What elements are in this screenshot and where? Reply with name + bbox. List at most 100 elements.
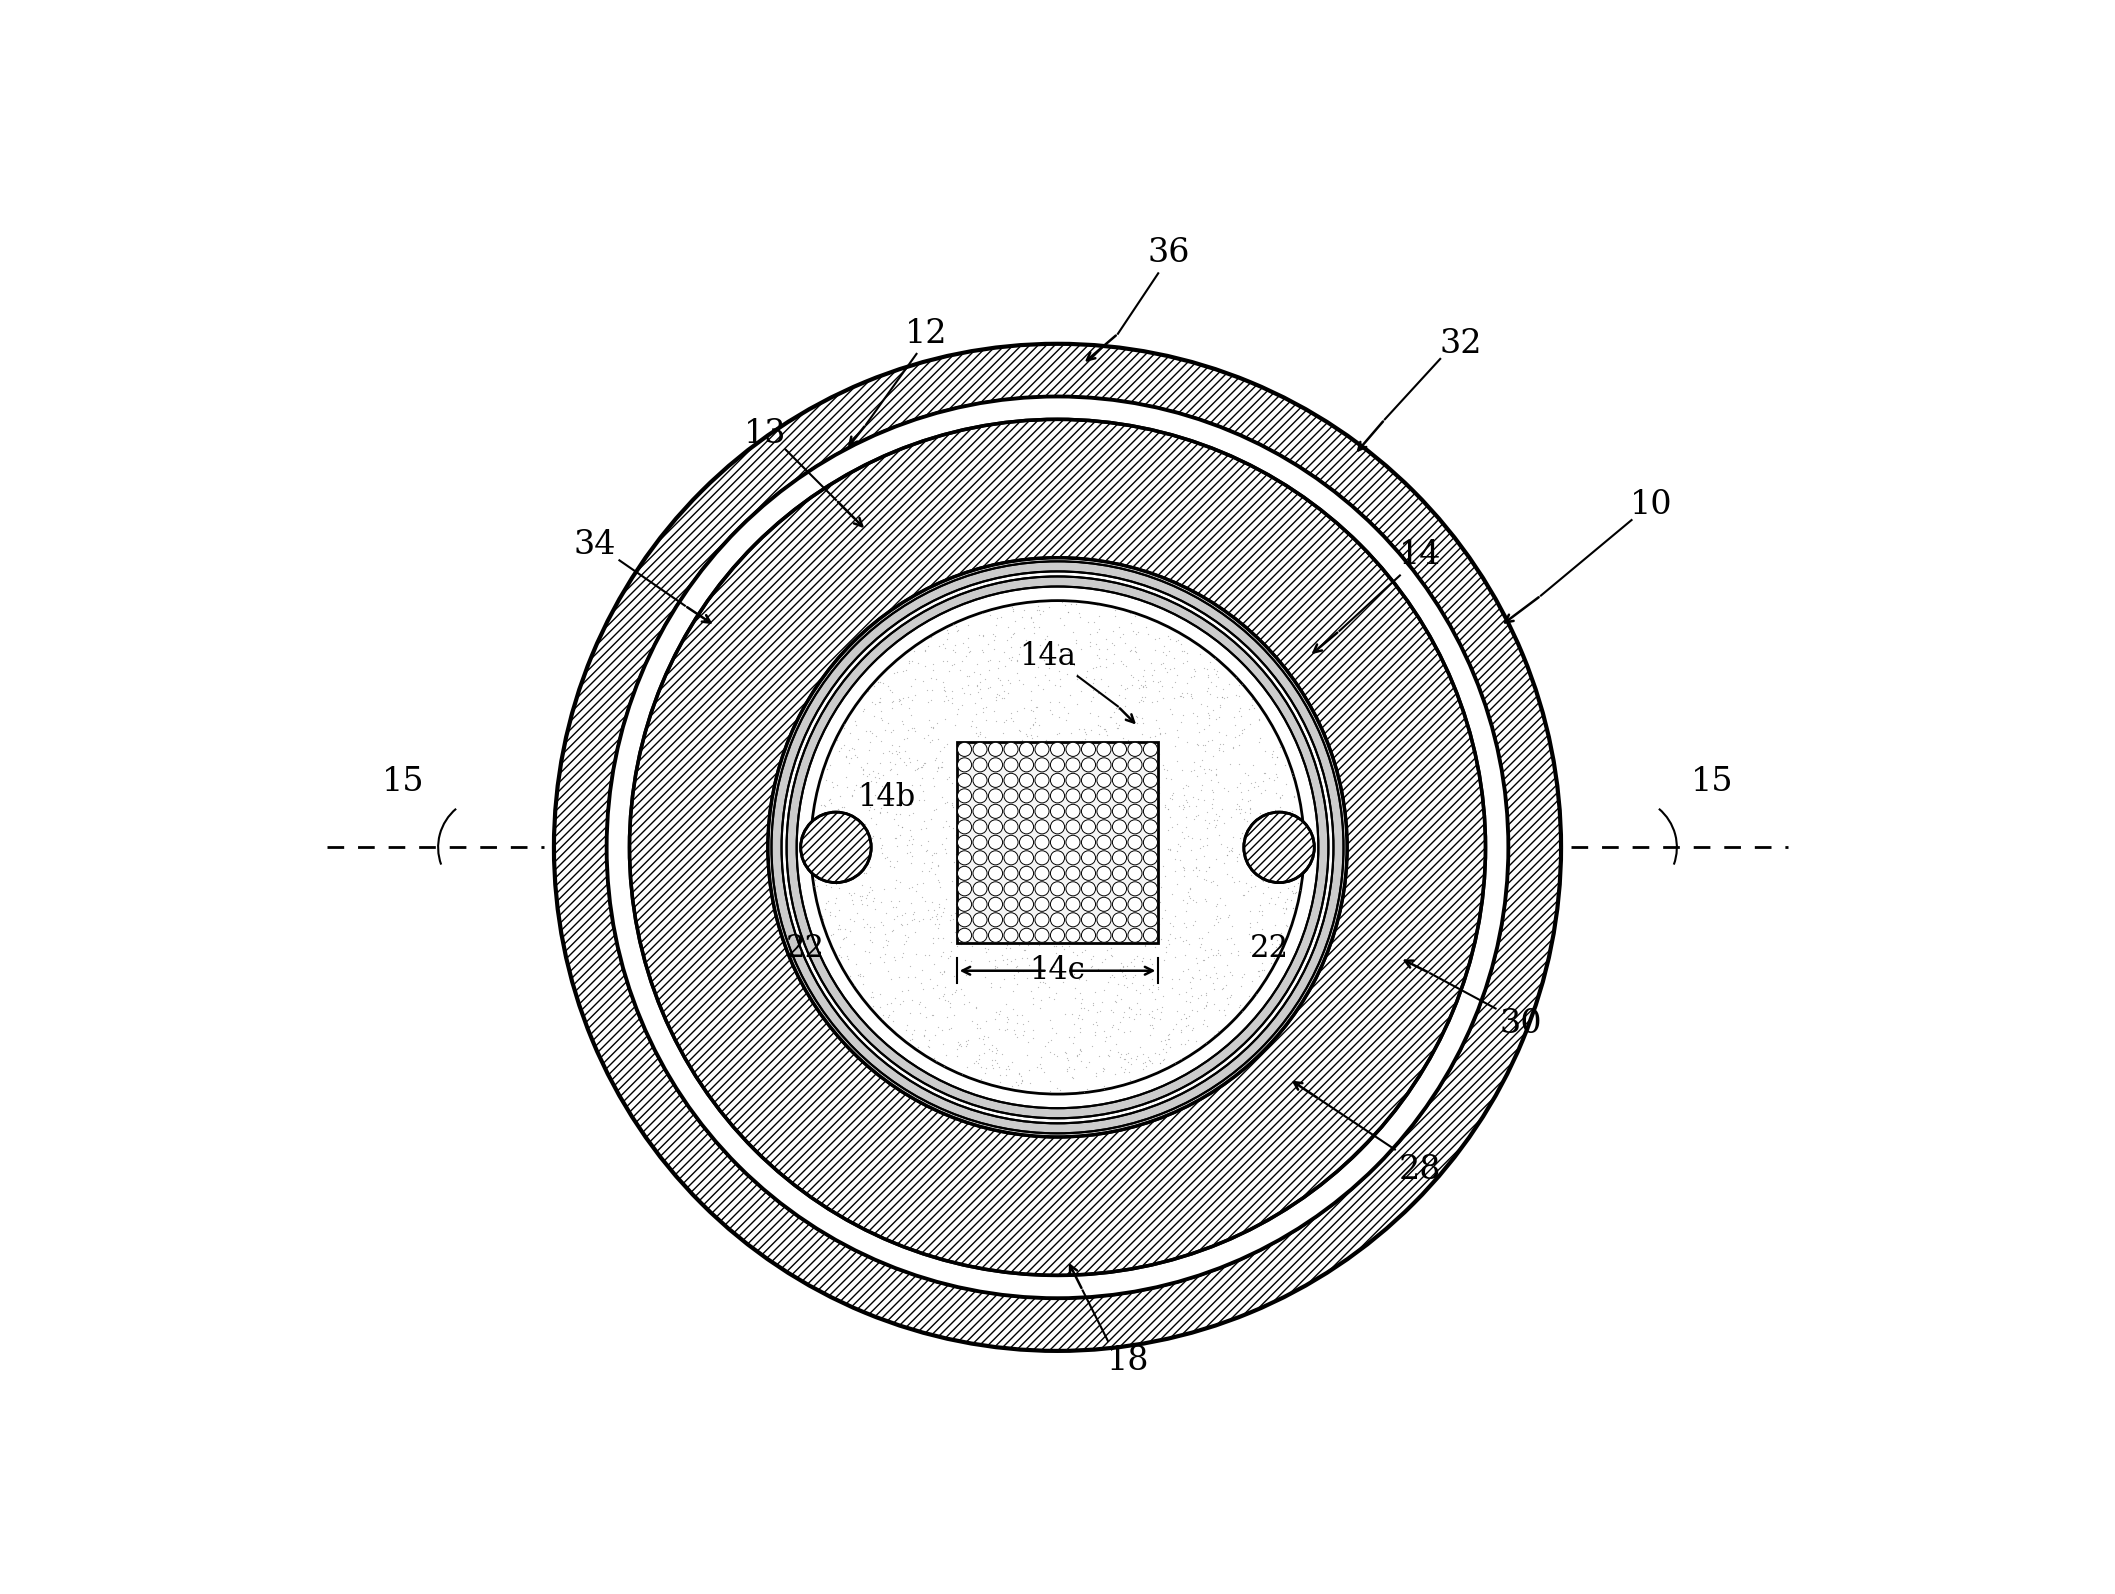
Point bbox=[1017, 705, 1051, 730]
Circle shape bbox=[1066, 866, 1081, 880]
Point bbox=[1043, 1078, 1077, 1103]
Point bbox=[884, 746, 918, 771]
Point bbox=[863, 982, 897, 1007]
Point bbox=[1195, 778, 1229, 803]
Point bbox=[799, 880, 833, 905]
Point bbox=[1165, 795, 1199, 821]
Point bbox=[1112, 1066, 1146, 1092]
Circle shape bbox=[1081, 866, 1096, 880]
Point bbox=[1064, 604, 1098, 630]
Point bbox=[1125, 689, 1159, 714]
Point bbox=[831, 738, 865, 764]
Point bbox=[1115, 829, 1148, 854]
Point bbox=[1203, 692, 1237, 717]
Point bbox=[1132, 917, 1165, 942]
Point bbox=[924, 944, 958, 969]
Point bbox=[1119, 864, 1153, 889]
Point bbox=[835, 746, 869, 771]
Point bbox=[1277, 784, 1311, 810]
Point bbox=[1263, 784, 1296, 810]
Point bbox=[1239, 980, 1273, 1006]
Point bbox=[848, 861, 882, 886]
Point bbox=[1197, 976, 1231, 1001]
Point bbox=[871, 991, 905, 1017]
Point bbox=[1079, 783, 1112, 808]
Point bbox=[905, 752, 939, 778]
Point bbox=[897, 638, 931, 663]
Point bbox=[1098, 988, 1132, 1014]
Point bbox=[1178, 658, 1212, 684]
Point bbox=[1222, 751, 1256, 776]
Point bbox=[954, 872, 988, 897]
Point bbox=[844, 883, 878, 909]
Point bbox=[873, 853, 907, 878]
Point bbox=[854, 826, 888, 851]
Point bbox=[899, 757, 933, 783]
Point bbox=[844, 963, 878, 988]
Point bbox=[1167, 775, 1201, 800]
Point bbox=[886, 711, 920, 736]
Point bbox=[903, 773, 937, 799]
Point bbox=[979, 708, 1013, 733]
Point bbox=[901, 756, 935, 781]
Point bbox=[1163, 631, 1197, 657]
Point bbox=[1049, 781, 1083, 807]
Point bbox=[1180, 703, 1214, 728]
Point bbox=[1136, 972, 1170, 998]
Point bbox=[916, 1003, 950, 1028]
Circle shape bbox=[1019, 851, 1034, 866]
Point bbox=[1077, 888, 1110, 913]
Point bbox=[893, 695, 926, 720]
Point bbox=[928, 960, 962, 985]
Point bbox=[878, 907, 912, 932]
Point bbox=[1208, 810, 1242, 835]
Point bbox=[1161, 832, 1195, 858]
Point bbox=[1172, 1003, 1206, 1028]
Point bbox=[1163, 848, 1197, 874]
Point bbox=[1269, 826, 1303, 851]
Point bbox=[920, 902, 954, 928]
Point bbox=[1222, 840, 1256, 866]
Point bbox=[852, 738, 886, 764]
Point bbox=[1043, 779, 1077, 805]
Point bbox=[888, 752, 922, 778]
Point bbox=[1165, 701, 1199, 727]
Point bbox=[1028, 813, 1062, 838]
Point bbox=[967, 1031, 1000, 1057]
Point bbox=[1182, 858, 1216, 883]
Point bbox=[1199, 904, 1233, 929]
Point bbox=[1034, 1039, 1068, 1065]
Point bbox=[890, 717, 924, 743]
Point bbox=[981, 885, 1015, 910]
Point bbox=[1170, 773, 1203, 799]
Point bbox=[1064, 904, 1098, 929]
Point bbox=[1208, 963, 1242, 988]
Point bbox=[1104, 1041, 1138, 1066]
Text: 14: 14 bbox=[1398, 539, 1440, 571]
Point bbox=[1265, 818, 1299, 843]
Point bbox=[850, 912, 884, 937]
Point bbox=[1085, 885, 1119, 910]
Point bbox=[1009, 795, 1043, 821]
Point bbox=[1036, 799, 1070, 824]
Circle shape bbox=[1098, 897, 1110, 912]
Point bbox=[873, 757, 907, 783]
Point bbox=[854, 877, 888, 902]
Point bbox=[1115, 996, 1148, 1022]
Point bbox=[1019, 843, 1053, 869]
Point bbox=[1091, 752, 1125, 778]
Point bbox=[1138, 764, 1172, 789]
Point bbox=[1170, 815, 1203, 840]
Point bbox=[1013, 827, 1047, 853]
Point bbox=[1034, 650, 1068, 676]
Point bbox=[1117, 665, 1151, 690]
Point bbox=[1051, 773, 1085, 799]
Point bbox=[1172, 773, 1206, 799]
Point bbox=[1079, 1009, 1112, 1035]
Circle shape bbox=[1127, 835, 1142, 850]
Point bbox=[962, 762, 996, 787]
Point bbox=[901, 1035, 935, 1060]
Point bbox=[958, 720, 992, 746]
Point bbox=[857, 824, 890, 850]
Point bbox=[945, 692, 979, 717]
